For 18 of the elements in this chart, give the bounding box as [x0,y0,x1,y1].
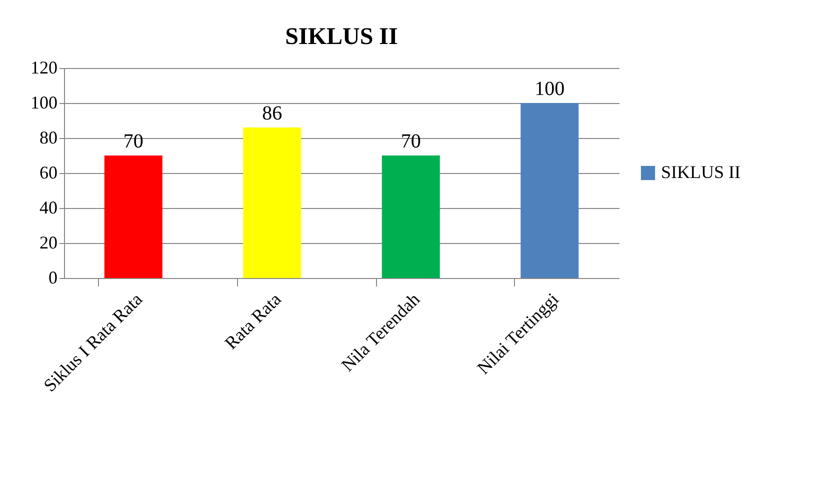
data-label: 70 [400,130,421,152]
y-tick-label: 80 [40,128,58,148]
x-tick-label: Rata Rata [220,289,285,354]
y-tick-label: 120 [30,58,58,78]
y-tick-label: 60 [40,162,58,182]
y-tick-label: 20 [40,232,58,252]
bar [520,103,579,278]
bar [382,156,440,278]
chart-title: SIKLUS II [285,24,398,50]
data-label: 100 [534,78,565,100]
y-tick-label: 100 [30,92,58,112]
legend-label: SIKLUS II [661,162,741,182]
data-label: 86 [262,102,282,124]
data-label: 70 [123,130,144,152]
y-tick-label: 40 [40,198,58,218]
y-tick-label: 0 [48,268,58,288]
bar [104,156,162,278]
bar [243,128,302,278]
